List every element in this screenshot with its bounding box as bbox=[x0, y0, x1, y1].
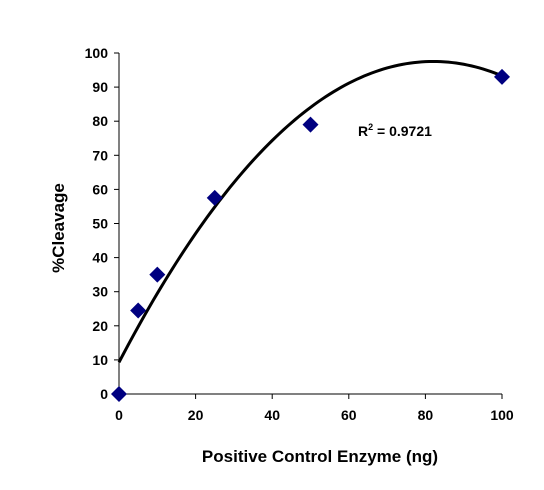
y-tick-label: 100 bbox=[85, 45, 109, 61]
r-squared-sup: 2 bbox=[368, 122, 373, 132]
y-ticks: 0 10 20 30 40 50 60 70 80 90 100 bbox=[85, 45, 119, 402]
x-ticks: 0 20 40 60 80 100 bbox=[115, 394, 514, 423]
y-tick-label: 90 bbox=[92, 79, 108, 95]
x-tick-label: 80 bbox=[418, 407, 434, 423]
trendline bbox=[117, 59, 503, 363]
x-tick-label: 40 bbox=[264, 407, 280, 423]
y-tick-label: 10 bbox=[92, 352, 108, 368]
y-tick-label: 0 bbox=[100, 386, 108, 402]
y-axis-title: %Cleavage bbox=[49, 183, 68, 273]
y-tick-label: 40 bbox=[92, 250, 108, 266]
plot-area: 0 20 40 60 80 100 0 10 20 30 40 50 60 70 80 90 100 bbox=[85, 45, 514, 423]
r-squared-annotation: R2 = 0.9721 bbox=[358, 122, 432, 139]
y-tick-label: 50 bbox=[92, 216, 108, 232]
r-squared-value: = 0.9721 bbox=[373, 123, 432, 139]
x-tick-label: 20 bbox=[188, 407, 204, 423]
data-point bbox=[149, 266, 166, 283]
y-tick-label: 70 bbox=[92, 147, 108, 163]
r-squared-r: R bbox=[358, 123, 368, 139]
x-axis-title: Positive Control Enzyme (ng) bbox=[202, 447, 438, 466]
y-tick-label: 80 bbox=[92, 113, 108, 129]
data-point bbox=[111, 386, 127, 402]
data-point bbox=[130, 302, 147, 319]
data-points bbox=[111, 68, 510, 402]
x-tick-label: 100 bbox=[490, 407, 514, 423]
x-tick-label: 60 bbox=[341, 407, 357, 423]
y-tick-label: 20 bbox=[92, 318, 108, 334]
x-tick-label: 0 bbox=[115, 407, 123, 423]
data-point bbox=[494, 68, 510, 85]
y-tick-label: 60 bbox=[92, 181, 108, 197]
data-point bbox=[206, 189, 223, 206]
data-point bbox=[302, 116, 319, 133]
y-tick-label: 30 bbox=[92, 284, 108, 300]
